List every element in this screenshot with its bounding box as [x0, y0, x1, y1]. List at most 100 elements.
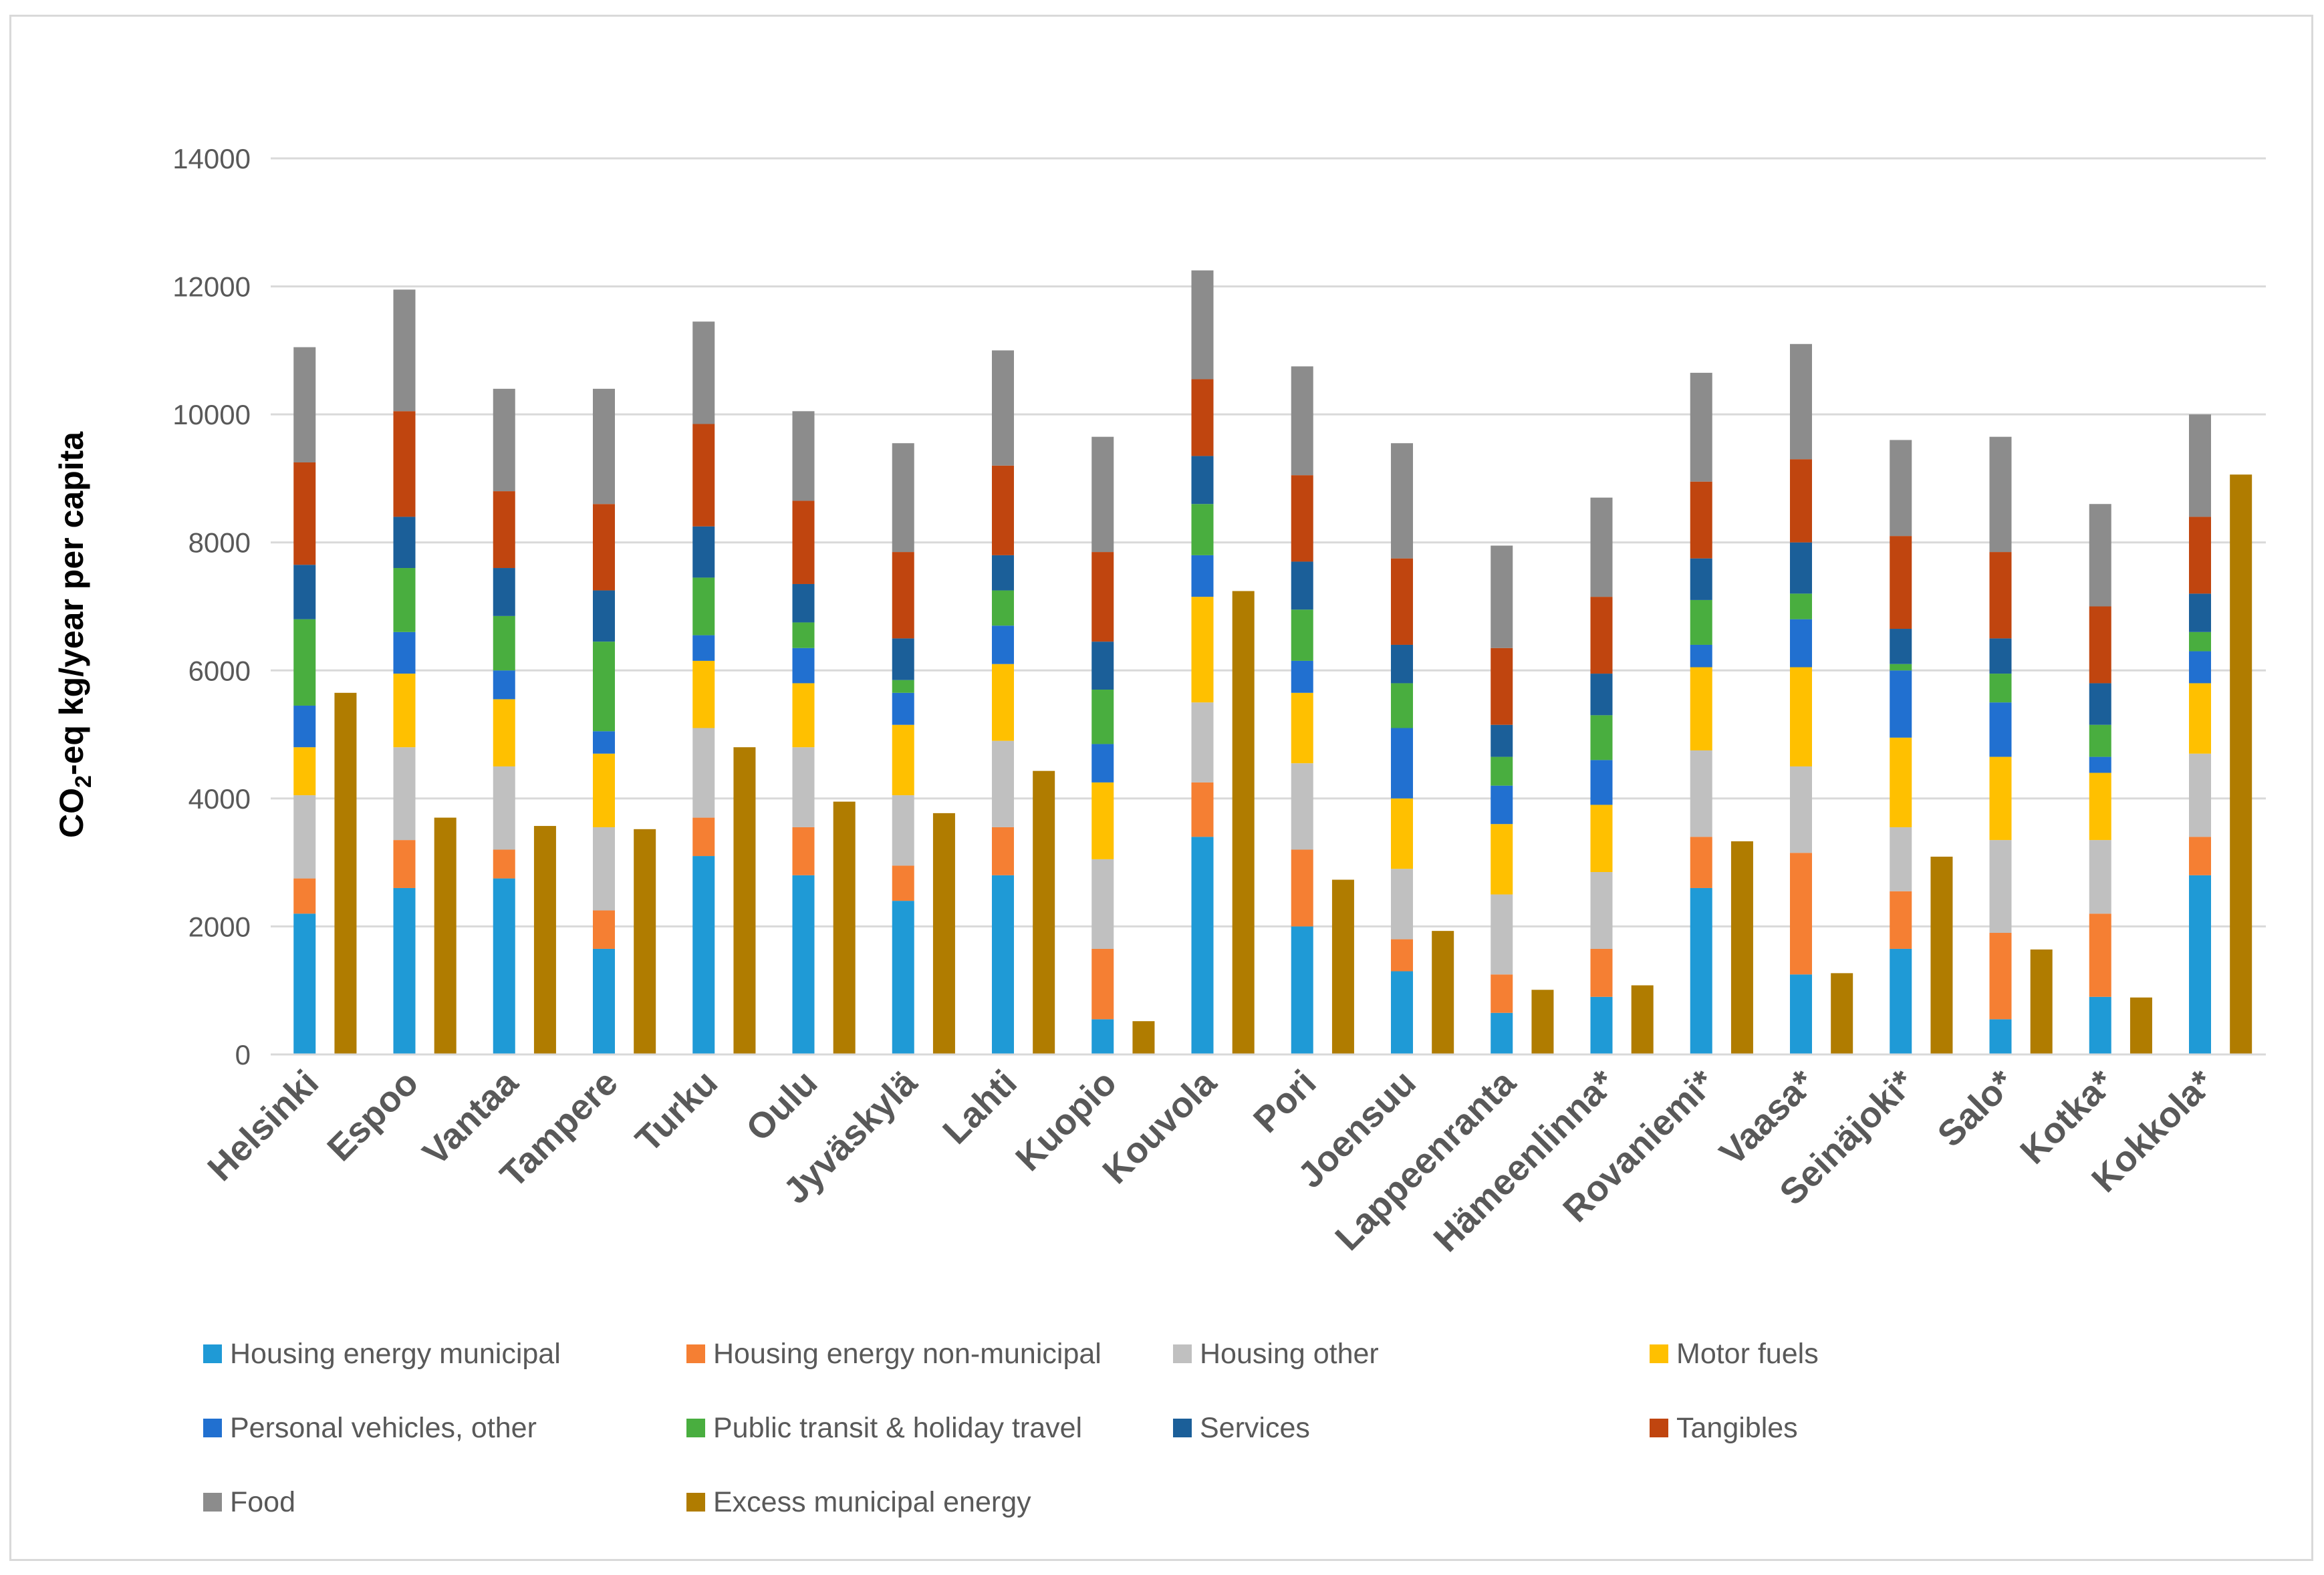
stacked-bar-segment — [1690, 667, 1712, 751]
stacked-bar-segment — [1491, 648, 1513, 725]
excess-energy-bar — [1831, 973, 1853, 1054]
stacked-bar-segment — [1191, 379, 1214, 456]
stacked-bar-segment — [1390, 644, 1413, 684]
excess-energy-bar — [2129, 997, 2152, 1054]
stacked-bar-segment — [2089, 913, 2111, 997]
stacked-bar-segment — [1590, 597, 1613, 674]
stacked-bar-segment — [1890, 536, 1912, 629]
stacked-bar-segment — [1390, 683, 1413, 728]
stacked-bar-segment — [1789, 766, 1812, 853]
stacked-bar-segment — [493, 699, 515, 766]
y-axis-title: CO2-eq kg/year per capita — [53, 431, 96, 838]
stacked-bar-segment — [792, 875, 815, 1054]
stacked-bar-segment — [1789, 974, 1812, 1054]
y-tick-label: 4000 — [188, 783, 251, 815]
stacked-bar-segment — [393, 674, 416, 748]
stacked-bar-segment — [1291, 475, 1313, 562]
stacked-bar-segment — [493, 615, 515, 671]
stacked-bar-segment — [991, 625, 1014, 664]
excess-energy-bar — [2230, 474, 2252, 1054]
stacked-bar-segment — [1590, 948, 1613, 997]
stacked-bar-segment — [892, 795, 914, 866]
stacked-bar-segment — [1191, 837, 1214, 1054]
stacked-bar-segment — [2089, 772, 2111, 841]
stacked-bar-segment — [1789, 459, 1812, 543]
stacked-bar-segment — [592, 910, 615, 949]
stacked-bar-segment — [692, 577, 715, 635]
y-tick-label: 0 — [235, 1039, 251, 1070]
stacked-bar-segment — [1989, 436, 2012, 553]
legend-swatch — [686, 1419, 705, 1437]
stacked-bar-segment — [2089, 840, 2111, 914]
stacked-bar-segment — [293, 705, 316, 748]
stacked-bar-segment — [692, 856, 715, 1054]
stacked-bar-segment — [792, 583, 815, 623]
legend-swatch — [686, 1344, 705, 1363]
stacked-bar-segment — [991, 350, 1014, 466]
stacked-bar-segment — [1690, 750, 1712, 837]
legend-label: Tangibles — [1676, 1412, 1798, 1444]
category-label: Salo* — [1930, 1062, 2022, 1155]
stacked-bar-segment — [991, 827, 1014, 875]
stacked-bar-segment — [1989, 840, 2012, 934]
stacked-bar-segment — [1690, 644, 1712, 668]
stacked-bar-segment — [1191, 555, 1214, 597]
legend-swatch — [1173, 1344, 1192, 1363]
stacked-bar-segment — [592, 731, 615, 754]
legend-label: Housing energy non-municipal — [713, 1338, 1102, 1370]
stacked-bar-segment — [1789, 343, 1812, 460]
bars — [293, 270, 2252, 1054]
stacked-bar-segment — [1491, 756, 1513, 786]
excess-energy-bar — [932, 813, 955, 1054]
stacked-bar-segment — [792, 747, 815, 827]
legend-swatch — [1650, 1419, 1668, 1437]
stacked-bar-segment — [1191, 702, 1214, 782]
category-label: Helsinki — [200, 1062, 326, 1189]
stacked-bar-segment — [991, 875, 1014, 1054]
legend-swatch — [203, 1493, 222, 1512]
legend-label: Services — [1200, 1412, 1310, 1444]
excess-energy-bar — [434, 817, 457, 1054]
stacked-bar-segment — [1690, 887, 1712, 1054]
stacked-bar-segment — [792, 500, 815, 584]
stacked-bar-segment — [493, 766, 515, 850]
stacked-bar-segment — [1789, 619, 1812, 668]
stacked-bar-segment — [991, 555, 1014, 591]
y-tick-label: 10000 — [172, 399, 251, 430]
stacked-bar-segment — [792, 622, 815, 648]
stacked-bar-segment — [1091, 552, 1114, 642]
stacked-bar-segment — [2089, 606, 2111, 684]
stacked-bar-segment — [1091, 641, 1114, 690]
y-tick-label: 2000 — [188, 911, 251, 942]
stacked-bar-segment — [493, 670, 515, 700]
legend-swatch — [203, 1419, 222, 1437]
stacked-bar-segment — [2089, 504, 2111, 607]
stacked-bar-segment — [692, 424, 715, 527]
stacked-bar-segment — [692, 728, 715, 818]
stacked-bar-segment — [1890, 827, 1912, 891]
grid — [271, 157, 2266, 927]
stacked-bar-segment — [293, 878, 316, 914]
legend: Housing energy municipal Housing energy n… — [203, 1338, 1819, 1518]
stacked-bar-segment — [1590, 715, 1613, 760]
legend-swatch — [686, 1493, 705, 1512]
stacked-bar-segment — [1191, 597, 1214, 703]
stacked-bar-segment — [293, 565, 316, 619]
excess-energy-bar — [533, 826, 556, 1054]
stacked-bar-segment — [1491, 894, 1513, 975]
legend-swatch — [1173, 1419, 1192, 1437]
stacked-bar-segment — [1989, 552, 2012, 639]
stacked-bar-segment — [393, 887, 416, 1054]
stacked-bar-segment — [2089, 756, 2111, 773]
stacked-bar-segment — [1291, 366, 1313, 476]
excess-energy-bar — [634, 829, 656, 1054]
legend-label: Housing other — [1200, 1338, 1379, 1370]
stacked-bar-segment — [2089, 996, 2111, 1054]
category-label: Lappeenranta — [1327, 1062, 1523, 1258]
stacked-bar-segment — [1590, 805, 1613, 873]
stacked-bar-segment — [1789, 542, 1812, 594]
stacked-bar-segment — [1789, 667, 1812, 766]
category-label: Hämeenlinna* — [1426, 1062, 1623, 1260]
